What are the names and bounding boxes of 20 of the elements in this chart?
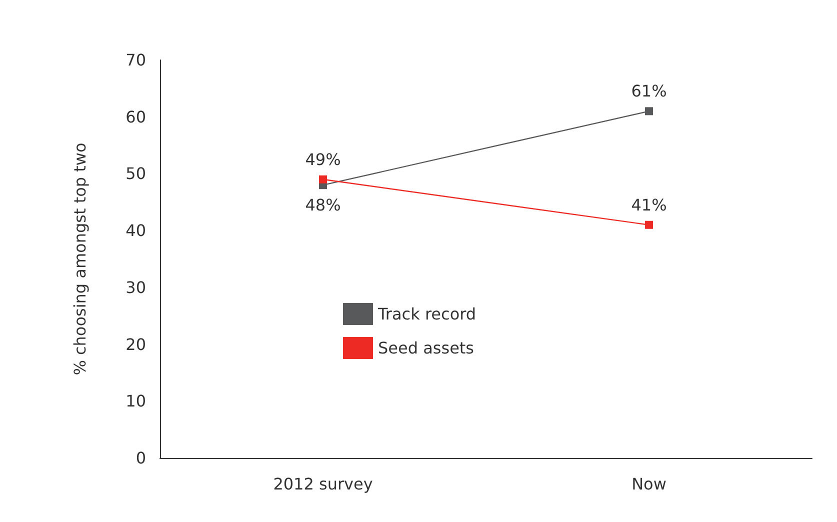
y-tick-label: 0 [136, 448, 146, 468]
y-tick-label: 40 [126, 221, 146, 240]
point [645, 107, 653, 116]
legend-label: Seed assets [378, 338, 474, 358]
point [645, 220, 653, 229]
y-axis-title: % choosing amongst top two [70, 142, 90, 376]
data-label: 49% [305, 150, 341, 169]
y-tick-label: 50 [126, 164, 146, 184]
data-label: 41% [631, 195, 667, 214]
y-tick-label: 60 [126, 107, 146, 126]
point [319, 175, 327, 184]
legend-label: Track record [377, 304, 476, 324]
y-tick-label: 20 [126, 334, 146, 354]
y-tick-label: 30 [126, 278, 146, 297]
data-label: 48% [305, 196, 341, 215]
data-label: 61% [631, 82, 667, 101]
y-tick-label: 70 [126, 50, 146, 70]
x-tick-label: Now [632, 474, 666, 494]
y-tick-label: 10 [126, 392, 146, 411]
x-tick-label: 2012 survey [273, 474, 373, 494]
